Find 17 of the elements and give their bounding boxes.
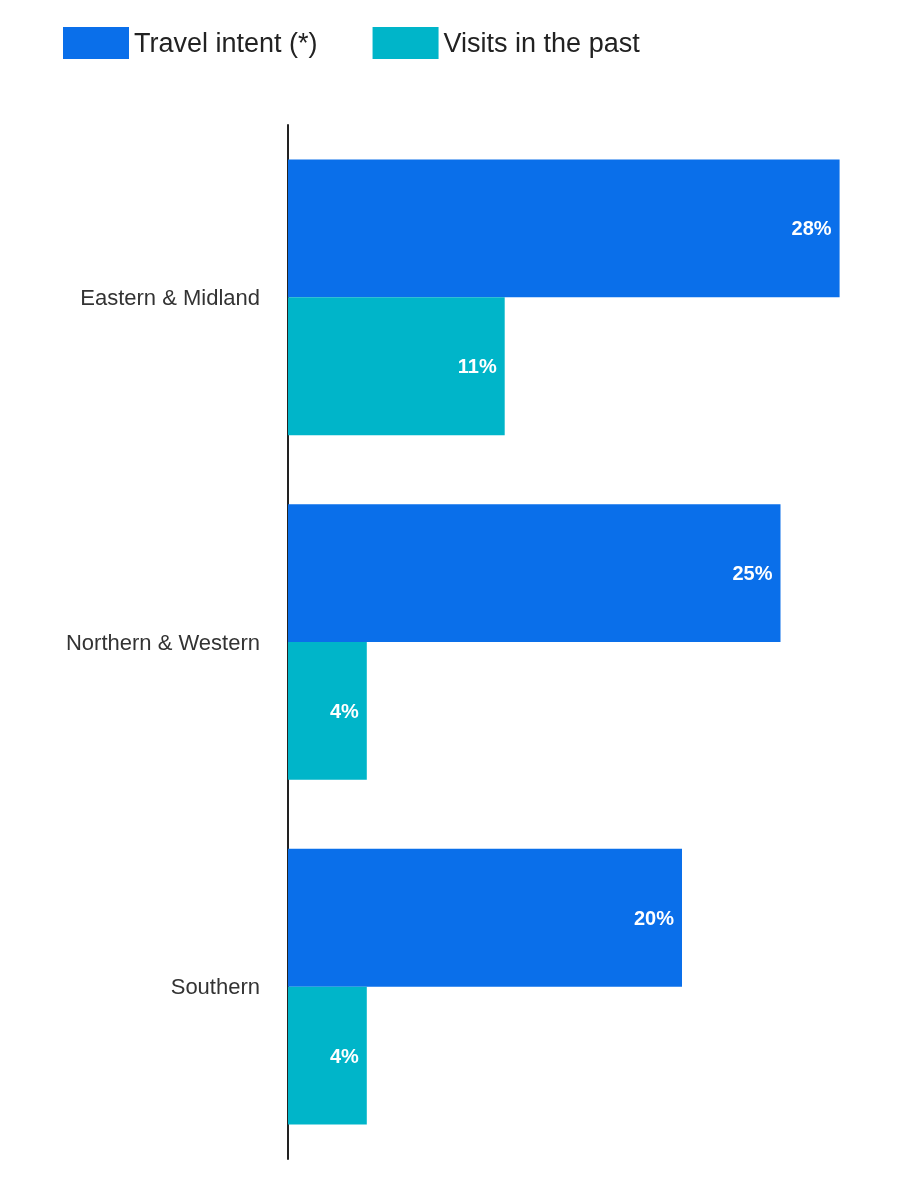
data-label: 25%	[732, 562, 773, 585]
data-label: 4%	[329, 1044, 360, 1067]
y-tick-label: Southern	[170, 974, 260, 1000]
data-label: 11%	[457, 355, 497, 378]
bar	[288, 159, 840, 298]
legend-label: Visits in the past	[443, 28, 641, 58]
bar	[288, 297, 505, 436]
y-tick-label: Northern & Western	[65, 629, 260, 655]
data-label: 28%	[791, 217, 832, 240]
legend-label: Travel intent (*)	[134, 28, 318, 58]
data-label: 4%	[329, 699, 360, 722]
bar	[288, 848, 682, 987]
bar	[288, 642, 367, 780]
y-tick-label: Eastern & Midland	[80, 284, 260, 310]
bar	[288, 504, 781, 642]
data-label: 20%	[633, 906, 675, 929]
bar	[288, 986, 367, 1125]
